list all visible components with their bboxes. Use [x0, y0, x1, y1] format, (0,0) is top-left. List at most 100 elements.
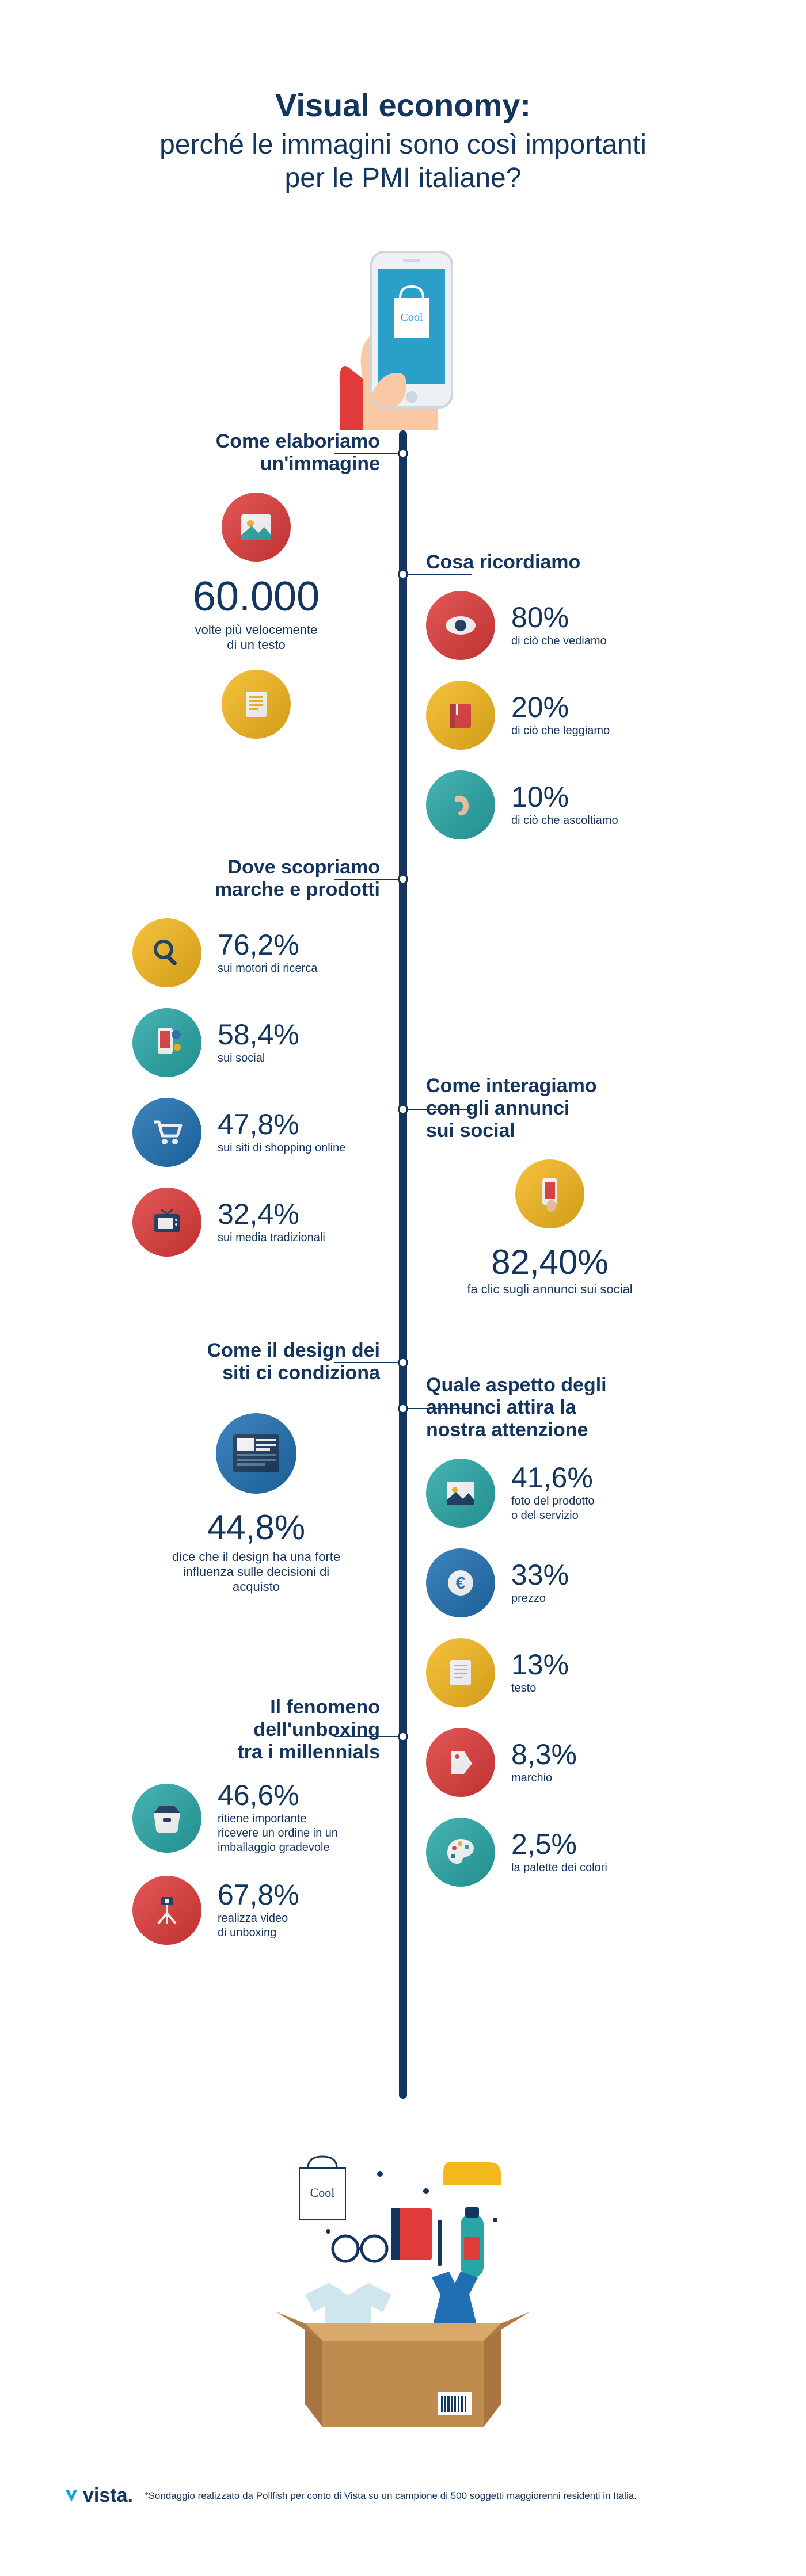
cart-icon [132, 1098, 202, 1167]
stat-label: di ciò che ascoltiamo [511, 814, 618, 828]
stat-label: foto del prodotto o del servizio [511, 1494, 595, 1523]
euro-icon: € [426, 1548, 495, 1617]
layout-icon [216, 1413, 296, 1494]
node-connector [334, 453, 403, 454]
social-icon [132, 1008, 202, 1077]
stat-row: 58,4% sui social [132, 1008, 380, 1077]
logo-text: vista. [83, 2485, 133, 2507]
section-title: Cosa ricordiamo [426, 551, 674, 574]
node-connector [403, 1408, 472, 1409]
stat-value: 58,4% [218, 1020, 299, 1049]
header: Visual economy: perché le immagini sono … [0, 0, 806, 217]
timeline-node [398, 1731, 408, 1742]
subtitle: perché le immagini sono così importanti … [58, 128, 748, 194]
title: Visual economy: [58, 86, 748, 124]
timeline-spine [399, 430, 407, 2099]
timeline-node [398, 569, 408, 579]
stat-label: la palette dei colori [511, 1861, 607, 1875]
stat-label: sui social [218, 1051, 299, 1066]
stat-value: 76,2% [218, 930, 317, 959]
timeline-node [398, 1357, 408, 1368]
text-icon [426, 1638, 495, 1707]
ear-icon [426, 770, 495, 839]
stat-value: 60.000 [132, 573, 380, 620]
section-remember: Cosa ricordiamo 80% di ciò che vediamo 2… [426, 551, 674, 860]
stat-row: 8,3% marchio [426, 1728, 674, 1797]
stat-row: 67,8% realizza video di unboxing [132, 1876, 380, 1945]
stat-value: 46,6% [218, 1781, 338, 1810]
unboxing-illustration: Cool [0, 2134, 806, 2433]
stat-label: testo [511, 1681, 569, 1696]
section-attention: Quale aspetto degli annunci attira la no… [426, 1374, 674, 1907]
stat-value: 13% [511, 1650, 569, 1679]
tripod-icon [132, 1876, 202, 1945]
tap-phone-icon [515, 1159, 584, 1228]
svg-text:€: € [456, 1574, 466, 1593]
palette-icon [426, 1818, 495, 1887]
stat-label: realizza video di unboxing [218, 1911, 299, 1940]
stat-value: 20% [511, 693, 610, 722]
tv-icon [132, 1188, 202, 1257]
timeline-node [398, 448, 408, 459]
tag-icon [426, 1728, 495, 1797]
stat-label: di ciò che leggiamo [511, 724, 610, 738]
stat-value: 80% [511, 603, 607, 632]
section-design: Come il design dei siti ci condiziona 44… [132, 1339, 380, 1597]
stat-label: sui siti di shopping online [218, 1141, 345, 1155]
stat-value: 2,5% [511, 1830, 607, 1858]
stat-value: 67,8% [218, 1880, 299, 1909]
section-discover: Dove scopriamo marche e prodotti 76,2% s… [132, 856, 380, 1277]
stat-value: 10% [511, 783, 618, 811]
node-connector [334, 1362, 403, 1363]
stat-value: 32,4% [218, 1200, 325, 1228]
bag-icon [132, 1784, 202, 1853]
stat-row: 41,6% foto del prodotto o del servizio [426, 1459, 674, 1528]
stat-value: 8,3% [511, 1740, 577, 1769]
node-connector [403, 574, 472, 575]
section-interact: Come interagiamo con gli annunci sui soc… [426, 1075, 674, 1297]
section-process: Come elaboriamo un'immagine 60.000 volte… [132, 430, 380, 739]
stat-value: 44,8% [132, 1508, 380, 1547]
stat-label: marchio [511, 1771, 577, 1785]
stat-label: ritiene importante ricevere un ordine in… [218, 1812, 338, 1855]
stat-row: € 33% prezzo [426, 1548, 674, 1617]
phone-illustration: Cool [0, 235, 806, 430]
stat-label: sui motori di ricerca [218, 961, 317, 976]
stat-row: 47,8% sui siti di shopping online [132, 1098, 380, 1167]
stat-row: 2,5% la palette dei colori [426, 1818, 674, 1887]
stat-row: 32,4% sui media tradizionali [132, 1188, 380, 1257]
section-title: Il fenomeno dell'unboxing tra i millenni… [132, 1696, 380, 1764]
vista-logo: vista. [63, 2485, 133, 2507]
timeline: Come elaboriamo un'immagine 60.000 volte… [104, 430, 702, 2168]
photo-icon [426, 1459, 495, 1528]
stat-value: 82,40% [426, 1242, 674, 1282]
stat-label: prezzo [511, 1592, 569, 1606]
node-connector [334, 1736, 403, 1737]
timeline-node [398, 1104, 408, 1115]
stat-value: 41,6% [511, 1463, 595, 1492]
stat-label: sui media tradizionali [218, 1231, 325, 1245]
stat-value: 33% [511, 1560, 569, 1589]
book-icon [426, 681, 495, 750]
document-icon [222, 670, 291, 739]
stat-label: fa clic sugli annunci sui social [426, 1282, 674, 1297]
timeline-node [398, 1403, 408, 1414]
stat-row: 80% di ciò che vediamo [426, 591, 674, 660]
node-connector [403, 1109, 472, 1110]
stat-row: 46,6% ritiene importante ricevere un ord… [132, 1781, 380, 1855]
eye-icon [426, 591, 495, 660]
svg-text:Cool: Cool [401, 311, 423, 324]
image-icon [222, 493, 291, 562]
search-icon [132, 918, 202, 987]
node-connector [334, 879, 403, 880]
footer-note: *Sondaggio realizzato da Pollfish per co… [145, 2490, 637, 2502]
svg-text:Cool: Cool [310, 2185, 335, 2200]
stat-label: volte più velocemente di un testo [132, 623, 380, 652]
stat-label: dice che il design ha una forte influenz… [158, 1550, 354, 1594]
footer: vista. *Sondaggio realizzato da Pollfish… [0, 2433, 806, 2576]
timeline-node [398, 874, 408, 884]
stat-value: 47,8% [218, 1110, 345, 1139]
stat-row: 20% di ciò che leggiamo [426, 681, 674, 750]
stat-label: di ciò che vediamo [511, 634, 607, 648]
stat-row: 76,2% sui motori di ricerca [132, 918, 380, 987]
